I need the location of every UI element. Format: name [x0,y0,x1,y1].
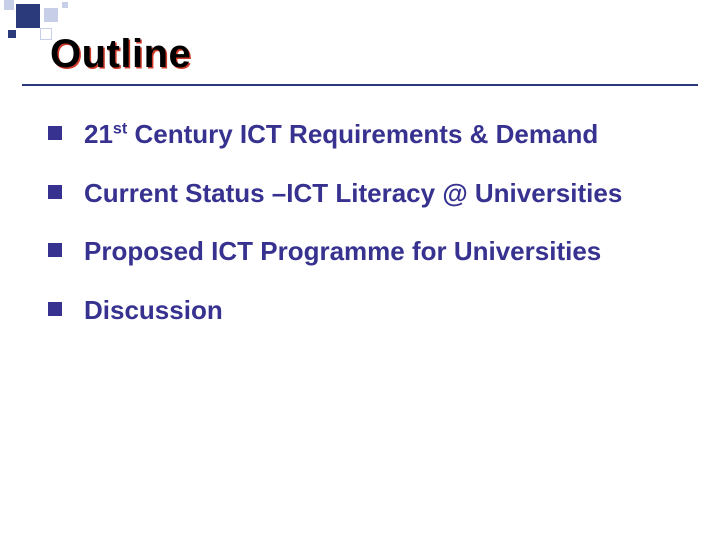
deco-square-icon [4,0,14,10]
bullet-text: Proposed ICT Programme for Universities [84,235,688,268]
bullet-text: 21st Century ICT Requirements & Demand [84,118,688,151]
slide: Outline 21st Century ICT Requirements & … [0,0,720,540]
list-item: 21st Century ICT Requirements & Demand [48,118,688,151]
deco-square-icon [62,2,68,8]
list-item: Discussion [48,294,688,327]
bullet-square-icon [48,302,62,316]
bullet-square-icon [48,126,62,140]
deco-square-icon [16,4,40,28]
bullet-suffix: Century ICT Requirements & Demand [127,119,598,149]
deco-square-icon [44,8,58,22]
bullet-list: 21st Century ICT Requirements & Demand C… [48,118,688,352]
deco-square-icon [8,30,16,38]
bullet-square-icon [48,185,62,199]
bullet-square-icon [48,243,62,257]
list-item: Current Status –ICT Literacy @ Universit… [48,177,688,210]
title-underline [22,84,698,86]
bullet-text: Current Status –ICT Literacy @ Universit… [84,177,688,210]
list-item: Proposed ICT Programme for Universities [48,235,688,268]
slide-title: Outline [50,32,191,77]
bullet-text: Discussion [84,294,688,327]
bullet-prefix: 21 [84,119,113,149]
bullet-superscript: st [113,119,127,137]
